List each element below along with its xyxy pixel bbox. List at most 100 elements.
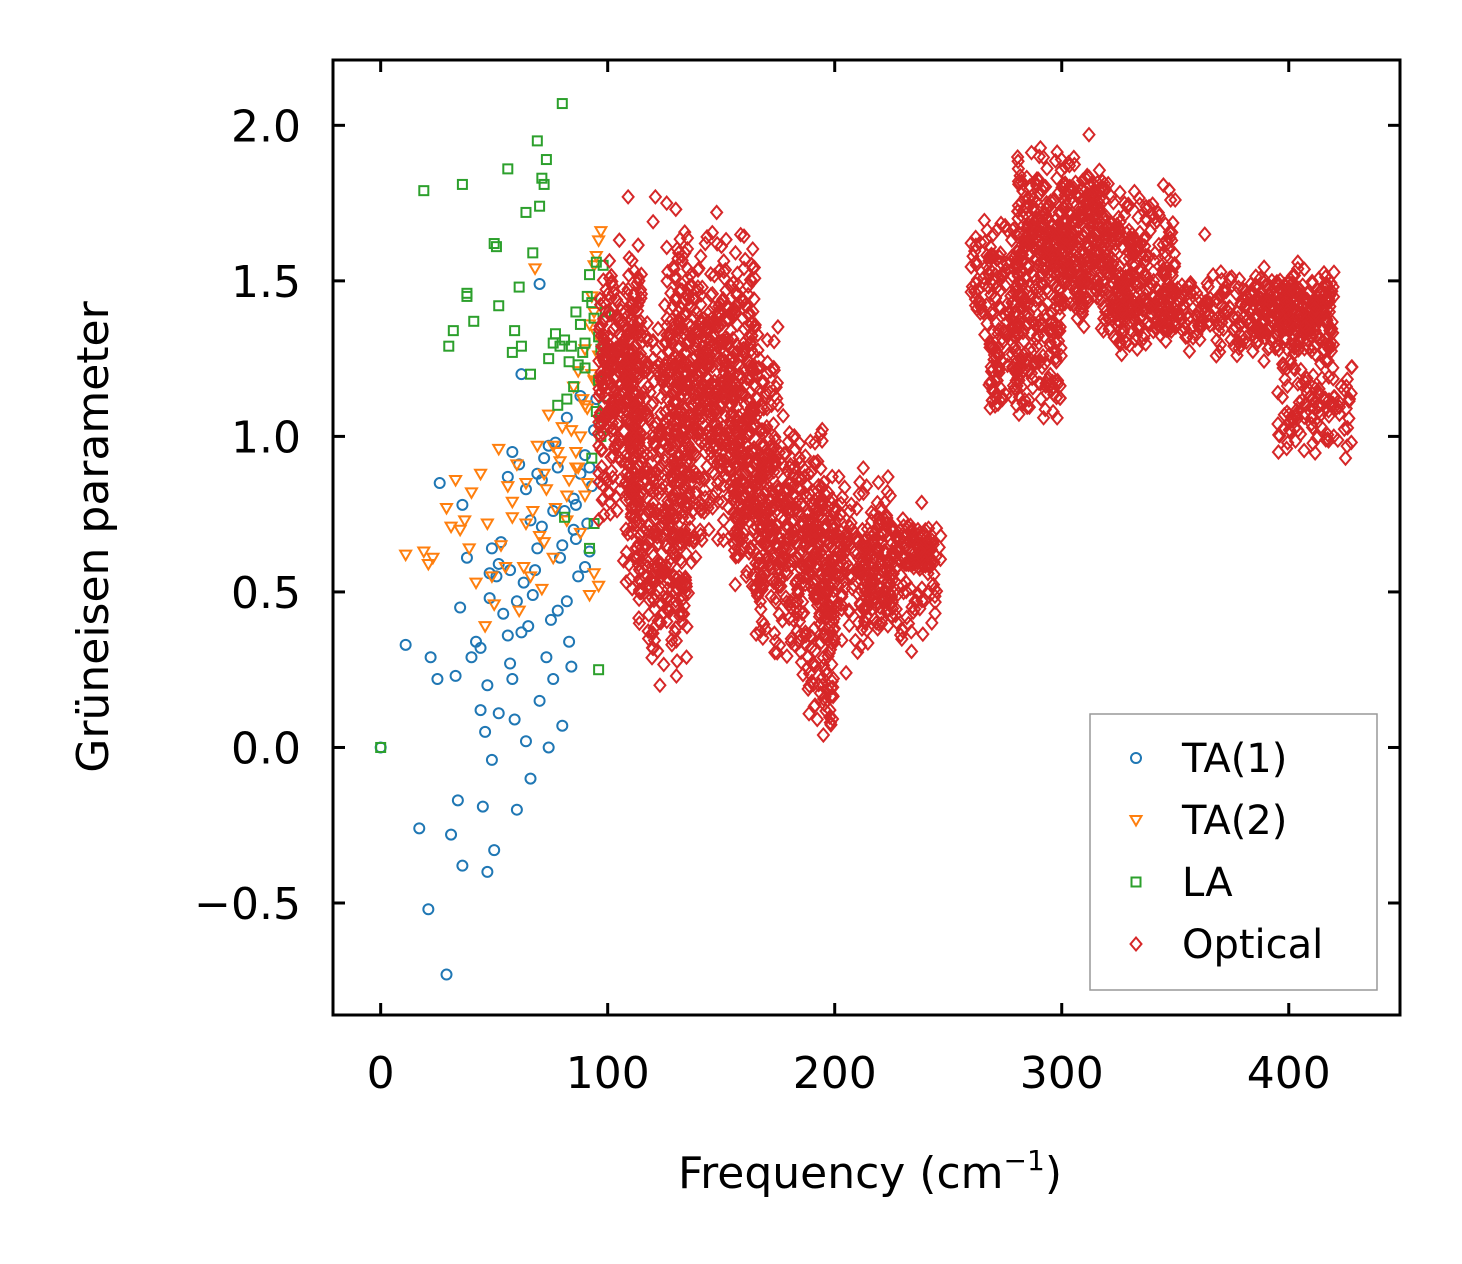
data-point bbox=[1063, 266, 1078, 284]
data-point bbox=[651, 473, 666, 490]
data-point bbox=[699, 427, 714, 444]
data-point bbox=[398, 549, 413, 563]
data-point bbox=[1036, 409, 1051, 426]
data-point bbox=[547, 505, 560, 518]
data-point bbox=[753, 521, 768, 538]
data-point bbox=[1096, 209, 1110, 226]
data-point bbox=[515, 340, 527, 352]
data-point bbox=[855, 521, 870, 538]
data-point bbox=[743, 394, 757, 411]
data-point bbox=[485, 542, 498, 555]
data-point bbox=[1294, 361, 1308, 378]
data-point bbox=[504, 657, 517, 670]
data-point bbox=[623, 434, 638, 451]
data-point bbox=[670, 508, 684, 525]
data-point bbox=[509, 459, 525, 472]
data-point bbox=[1259, 302, 1273, 319]
data-point bbox=[675, 373, 689, 390]
data-point bbox=[1281, 316, 1296, 333]
data-point bbox=[779, 480, 793, 497]
data-point bbox=[1048, 152, 1063, 169]
data-point bbox=[703, 347, 717, 364]
data-point bbox=[1216, 305, 1231, 322]
data-point bbox=[1050, 144, 1064, 161]
data-point bbox=[1034, 267, 1048, 284]
data-point bbox=[1029, 330, 1044, 347]
data-point bbox=[1246, 343, 1260, 360]
data-point bbox=[533, 277, 546, 290]
data-point bbox=[764, 588, 778, 605]
data-point bbox=[1290, 307, 1305, 324]
data-point bbox=[1317, 264, 1331, 281]
data-point bbox=[622, 249, 637, 266]
data-point bbox=[761, 468, 775, 485]
data-point bbox=[1306, 367, 1321, 384]
data-point bbox=[498, 562, 513, 575]
data-point bbox=[633, 515, 648, 532]
data-point bbox=[608, 403, 623, 420]
data-point bbox=[1054, 162, 1069, 179]
data-point bbox=[1165, 264, 1179, 281]
data-point bbox=[1028, 203, 1042, 220]
data-point bbox=[871, 616, 886, 633]
data-point bbox=[593, 664, 605, 676]
data-point bbox=[743, 539, 758, 556]
data-point bbox=[705, 285, 720, 302]
data-point bbox=[614, 302, 628, 319]
data-point bbox=[1273, 282, 1288, 299]
data-point bbox=[1096, 322, 1111, 340]
data-point bbox=[517, 576, 530, 589]
data-point bbox=[468, 315, 480, 327]
data-point bbox=[726, 534, 740, 551]
data-point bbox=[652, 442, 667, 459]
data-point bbox=[399, 638, 412, 651]
data-point bbox=[616, 552, 631, 569]
data-point bbox=[1113, 333, 1127, 350]
data-point bbox=[1132, 309, 1147, 326]
data-point bbox=[538, 178, 550, 190]
data-point bbox=[776, 407, 791, 424]
data-point bbox=[1297, 442, 1311, 459]
data-point bbox=[1214, 263, 1228, 281]
data-point bbox=[992, 379, 1007, 396]
data-point bbox=[696, 361, 710, 378]
data-point bbox=[639, 359, 654, 376]
data-point bbox=[842, 602, 856, 619]
data-point bbox=[807, 656, 822, 673]
data-point bbox=[1270, 337, 1284, 354]
data-point bbox=[735, 384, 750, 401]
data-point bbox=[871, 474, 886, 491]
data-point bbox=[632, 272, 646, 289]
data-point bbox=[505, 496, 520, 510]
data-point bbox=[836, 540, 851, 557]
data-point bbox=[658, 504, 673, 521]
data-point bbox=[1058, 193, 1072, 210]
data-point bbox=[775, 612, 790, 629]
data-point bbox=[677, 477, 692, 494]
data-point bbox=[1189, 284, 1204, 301]
data-point bbox=[805, 575, 820, 592]
data-point bbox=[681, 333, 696, 350]
data-point bbox=[827, 620, 842, 637]
data-point bbox=[1004, 232, 1019, 249]
data-point bbox=[1290, 410, 1304, 428]
data-point bbox=[473, 468, 488, 482]
data-point bbox=[1090, 235, 1105, 252]
data-point bbox=[793, 560, 808, 578]
data-point bbox=[983, 339, 997, 356]
data-point bbox=[719, 231, 733, 248]
data-point bbox=[697, 481, 712, 498]
data-point bbox=[591, 511, 606, 528]
data-point bbox=[1063, 217, 1077, 234]
data-point bbox=[1167, 317, 1182, 334]
data-point bbox=[1147, 288, 1162, 305]
data-point bbox=[691, 262, 705, 279]
data-point bbox=[1248, 329, 1263, 346]
data-point bbox=[675, 355, 690, 372]
data-point bbox=[874, 499, 888, 516]
data-point bbox=[1200, 302, 1215, 319]
data-point bbox=[757, 536, 771, 553]
data-point bbox=[552, 399, 564, 411]
data-point bbox=[761, 553, 775, 571]
data-point bbox=[745, 362, 760, 379]
